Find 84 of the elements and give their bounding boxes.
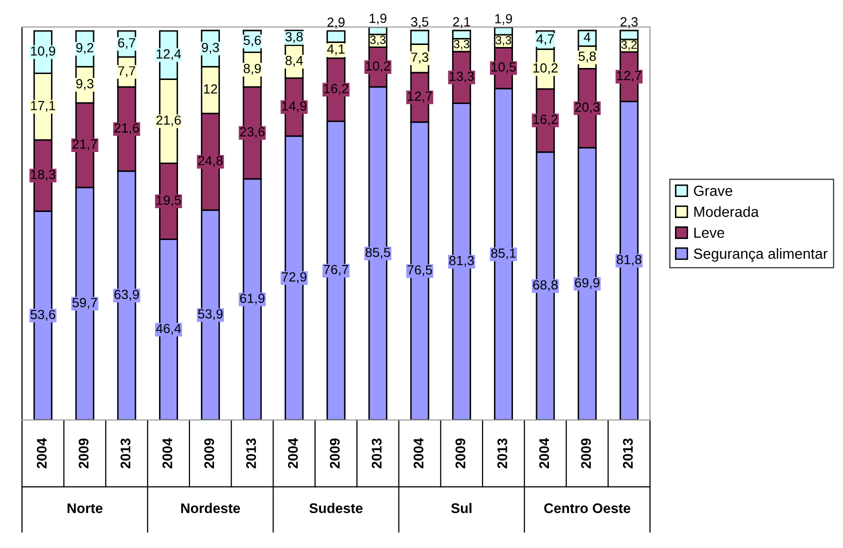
data-label: 53,6 xyxy=(30,310,56,321)
legend-label: Segurança alimentar xyxy=(694,248,828,262)
x-tick-label: 2004 xyxy=(288,438,298,468)
data-label: 9,2 xyxy=(76,43,94,54)
x-tick-label: 2004 xyxy=(36,438,47,468)
data-label: 2,1 xyxy=(453,17,470,28)
data-label: 6,7 xyxy=(118,38,136,50)
data-label: 2,9 xyxy=(327,18,345,28)
data-label: 72,9 xyxy=(282,272,306,284)
data-label: 10,5 xyxy=(492,62,516,74)
data-label: 76,7 xyxy=(324,264,348,276)
data-label: 76,5 xyxy=(408,265,432,276)
data-label: 12 xyxy=(204,84,218,94)
x-tick-label: 2013 xyxy=(372,438,382,468)
data-label: 7,7 xyxy=(118,66,136,78)
data-label: 10,2 xyxy=(366,61,390,72)
x-tick-label: 2009 xyxy=(204,438,214,468)
data-label: 3,3 xyxy=(496,36,512,46)
data-label: 69,9 xyxy=(575,278,600,289)
data-label: 5,6 xyxy=(244,36,261,47)
x-tick-label: 2009 xyxy=(455,438,466,468)
text: Nordeste xyxy=(181,502,240,514)
data-label: 9,3 xyxy=(76,79,94,90)
data-label: 17,1 xyxy=(31,100,56,112)
data-label: 3,5 xyxy=(411,17,428,28)
x-tick-label: 2009 xyxy=(78,438,89,468)
data-label: 16,2 xyxy=(324,84,348,95)
data-label: 14,9 xyxy=(282,101,306,112)
data-label: 2,3 xyxy=(620,17,638,28)
data-label: 19,5 xyxy=(156,195,181,206)
data-label: 23,6 xyxy=(240,127,265,138)
data-label: 13,3 xyxy=(450,72,474,83)
x-tick-label: 2004 xyxy=(414,438,424,468)
legend-label: Moderada xyxy=(694,206,759,217)
x-tick-label: 2004 xyxy=(539,438,550,468)
data-label: 1,9 xyxy=(495,14,512,25)
x-tick-label: 2013 xyxy=(622,438,633,468)
data-label: 16,2 xyxy=(534,114,558,126)
data-label: 4,7 xyxy=(536,34,554,46)
x-tick-label: 2013 xyxy=(246,438,256,468)
data-label: 1,9 xyxy=(370,14,386,25)
x-tick-label: 2013 xyxy=(120,438,130,468)
data-label: 4,1 xyxy=(327,44,345,56)
data-label: 3,3 xyxy=(454,40,470,50)
x-tick-label: 2013 xyxy=(497,438,508,468)
data-label: 10,2 xyxy=(534,63,558,74)
legend-label: Grave xyxy=(694,186,732,196)
data-label: 21,6 xyxy=(156,115,181,126)
data-label: 59,7 xyxy=(72,298,97,309)
data-label: 53,9 xyxy=(198,309,223,320)
x-tick-label: 2009 xyxy=(330,438,340,468)
data-label: 4 xyxy=(584,32,590,42)
data-label: 12,7 xyxy=(408,92,432,102)
data-label: 21,7 xyxy=(72,139,97,150)
data-label: 7,3 xyxy=(411,52,428,64)
data-label: 81,8 xyxy=(616,254,642,266)
legend-label: Leve xyxy=(694,228,724,238)
data-label: 3,3 xyxy=(370,36,386,46)
data-label: 81,3 xyxy=(449,256,474,267)
x-tick-label: 2004 xyxy=(162,438,172,468)
data-label: 10,9 xyxy=(31,46,56,58)
text: Centro Oeste xyxy=(544,503,630,514)
data-label: 5,8 xyxy=(578,52,596,62)
data-label: 61,9 xyxy=(240,294,264,305)
text: Sul xyxy=(451,502,472,514)
data-label: 85,5 xyxy=(366,248,390,259)
data-label: 46,4 xyxy=(156,324,181,335)
data-label: 24,8 xyxy=(198,156,223,167)
data-label: 63,9 xyxy=(114,290,139,301)
data-label: 18,3 xyxy=(31,170,56,181)
data-label: 20,3 xyxy=(575,102,600,114)
data-label: 85,1 xyxy=(491,248,516,260)
data-label: 3,8 xyxy=(285,32,303,44)
x-tick-label: 2009 xyxy=(581,438,591,468)
data-label: 21,6 xyxy=(114,123,139,134)
text: Norte xyxy=(68,503,102,514)
data-label: 12,7 xyxy=(617,70,642,82)
data-label: 8,4 xyxy=(286,56,303,67)
data-label: 8,9 xyxy=(244,64,261,75)
text: Sudeste xyxy=(309,502,363,514)
data-label: 3,2 xyxy=(621,40,637,50)
data-label: 68,8 xyxy=(533,280,558,292)
data-label: 12,4 xyxy=(156,49,181,60)
data-label: 9,3 xyxy=(202,42,219,54)
